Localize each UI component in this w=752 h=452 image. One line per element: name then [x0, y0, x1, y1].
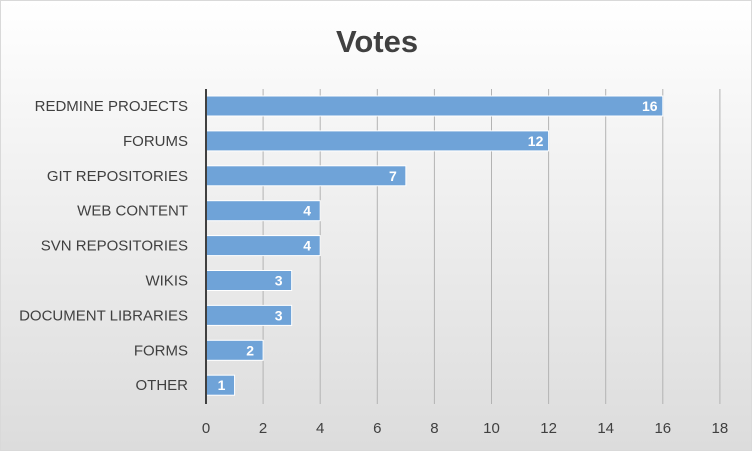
x-tick-label: 0: [202, 420, 210, 437]
x-tick-label: 6: [373, 420, 381, 437]
x-tick-label: 8: [430, 420, 438, 437]
category-labels: REDMINE PROJECTS FORUMS GIT REPOSITORIES WE…: [19, 98, 188, 394]
bar: [205, 339, 264, 361]
bar-value-label: 7: [389, 168, 397, 184]
x-tick-label: 2: [259, 420, 267, 437]
bar: [205, 165, 407, 187]
chart-title: Votes: [336, 24, 418, 59]
bar-value-label: 12: [528, 133, 544, 149]
bar: [205, 130, 550, 152]
bar-value-label: 4: [303, 238, 311, 254]
bar: [205, 95, 664, 117]
category-label: FORMS: [134, 342, 188, 359]
category-label: FORUMS: [123, 133, 188, 150]
category-label: OTHER: [136, 377, 189, 394]
bar-value-label: 2: [246, 342, 254, 358]
x-tick-label: 14: [597, 420, 614, 437]
x-tick-label: 10: [483, 420, 500, 437]
bar-value-label: 3: [275, 273, 283, 289]
category-label: SVN REPOSITORIES: [41, 238, 188, 255]
x-axis-ticks: 0 2 4 6 8 10 12 14 16 18: [202, 420, 728, 437]
category-label: WIKIS: [145, 273, 188, 290]
x-tick-label: 4: [316, 420, 324, 437]
bar-value-label: 16: [642, 98, 658, 114]
x-tick-label: 18: [712, 420, 729, 437]
bar-value-label: 1: [218, 377, 226, 393]
bar-value-label: 4: [303, 203, 311, 219]
bar-value-label: 3: [275, 307, 283, 323]
x-tick-label: 16: [654, 420, 671, 437]
category-label: REDMINE PROJECTS: [35, 98, 188, 115]
category-label: GIT REPOSITORIES: [47, 168, 188, 185]
category-label: DOCUMENT LIBRARIES: [19, 307, 188, 324]
x-tick-label: 12: [540, 420, 557, 437]
category-label: WEB CONTENT: [77, 203, 188, 220]
bars: 16 12 7 4 4 3 3 2 1: [205, 95, 664, 396]
